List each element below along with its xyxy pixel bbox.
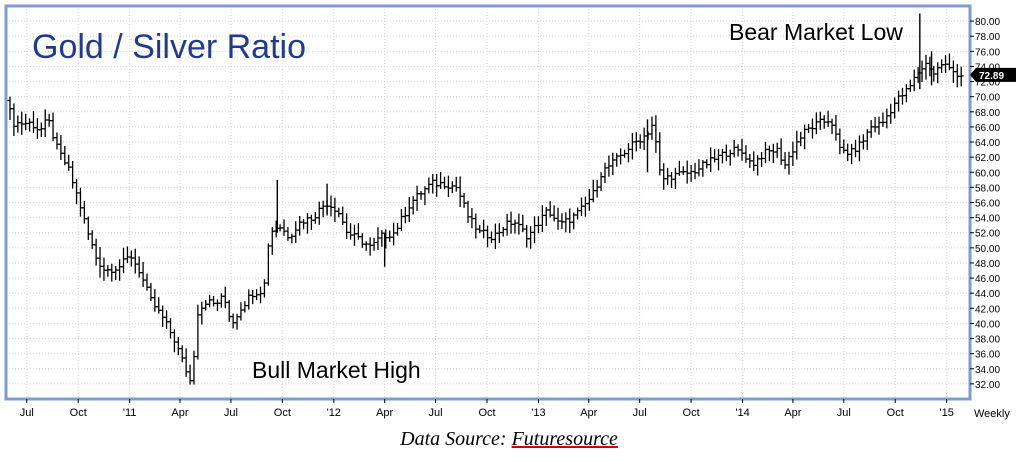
y-tick-label: 66.00 <box>975 123 1000 134</box>
y-tick-label: 52.00 <box>975 229 1000 240</box>
y-axis: 32.00 34.00 36.00 38.00 40.00 42.00 44.00 46.00… <box>970 17 1000 391</box>
x-tick-label: '11 <box>123 407 137 419</box>
annotation-bull-market-high: Bull Market High <box>252 357 421 383</box>
y-tick-label: 48.00 <box>975 259 1000 270</box>
x-tick-label: '13 <box>531 407 545 419</box>
gold-silver-ratio-chart: 32.00 34.00 36.00 38.00 40.00 42.00 44.00 46.00… <box>4 4 1016 420</box>
y-tick-label: 50.00 <box>975 244 1000 255</box>
x-tick-label: '15 <box>939 407 953 419</box>
plot-background <box>6 6 970 399</box>
y-tick-label: 40.00 <box>975 319 1000 330</box>
y-tick-label: 64.00 <box>975 138 1000 149</box>
y-tick-label: 56.00 <box>975 199 1000 210</box>
last-value-label: 72.89 <box>979 71 1004 82</box>
y-tick-label: 78.00 <box>975 32 1000 43</box>
data-source-caption: Data Source: Futuresource <box>0 428 1018 451</box>
x-tick-label: Oct <box>478 407 495 419</box>
y-tick-label: 76.00 <box>975 47 1000 58</box>
x-tick-label: Jul <box>429 407 443 419</box>
caption-source: Futuresource <box>511 428 618 450</box>
x-tick-label: Apr <box>784 407 801 419</box>
y-tick-label: 70.00 <box>975 93 1000 104</box>
y-tick-label: 58.00 <box>975 183 1000 194</box>
x-tick-label: Jul <box>224 407 238 419</box>
x-axis: Jul Oct '11 Apr Jul Oct '12 Apr Jul Oct '13 Apr Jul O… <box>20 399 954 419</box>
y-tick-label: 62.00 <box>975 153 1000 164</box>
y-tick-label: 34.00 <box>975 365 1000 376</box>
x-tick-label: Jul <box>633 407 647 419</box>
y-tick-label: 54.00 <box>975 214 1000 225</box>
x-tick-label: Apr <box>171 407 188 419</box>
x-tick-label: Oct <box>683 407 700 419</box>
caption-prefix: Data Source: <box>400 428 507 450</box>
y-tick-label: 68.00 <box>975 108 1000 119</box>
last-value-tag <box>970 67 1016 82</box>
x-tick-label: Oct <box>70 407 87 419</box>
chart-title: Gold / Silver Ratio <box>32 28 306 66</box>
y-tick-label: 32.00 <box>975 380 1000 391</box>
x-tick-label: Apr <box>376 407 393 419</box>
x-tick-label: Oct <box>274 407 291 419</box>
x-tick-label: '12 <box>327 407 341 419</box>
y-tick-label: 38.00 <box>975 335 1000 346</box>
y-tick-label: 44.00 <box>975 289 1000 300</box>
last-value-marker: 72.89 <box>970 67 1016 82</box>
annotation-bear-market-low: Bear Market Low <box>729 19 903 45</box>
chart-container: 32.00 34.00 36.00 38.00 40.00 42.00 44.00 46.00… <box>4 4 1016 420</box>
y-tick-label: 46.00 <box>975 274 1000 285</box>
x-tick-label: '14 <box>735 407 749 419</box>
y-tick-label: 36.00 <box>975 350 1000 361</box>
y-tick-label: 72.00 <box>975 78 1000 89</box>
y-tick-label: 80.00 <box>975 17 1000 28</box>
x-tick-label: Jul <box>837 407 851 419</box>
y-tick-label: 60.00 <box>975 168 1000 179</box>
price-bars <box>7 13 964 385</box>
y-tick-label: 42.00 <box>975 304 1000 315</box>
x-tick-label: Jul <box>20 407 34 419</box>
frequency-label: Weekly <box>974 408 1010 420</box>
x-tick-label: Apr <box>580 407 597 419</box>
x-tick-label: Oct <box>887 407 904 419</box>
grid <box>6 6 970 399</box>
